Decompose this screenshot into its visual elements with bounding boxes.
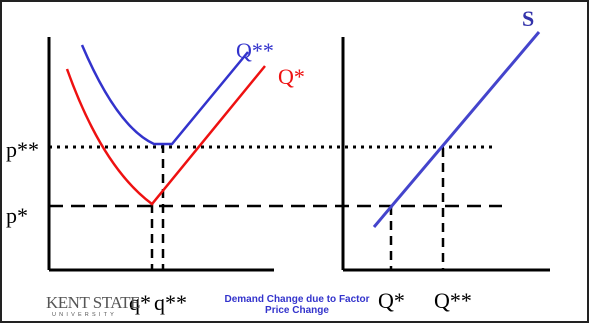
right-q-high-label: Q** [434,288,472,313]
p-high-label: p** [6,137,39,162]
right-panel: S Q* Q** [341,6,550,313]
supply-label: S [522,6,534,31]
supply-line [372,31,541,228]
p-low-label: p* [6,203,28,228]
left-panel: p** p* Q** Q* q* q** [6,37,502,315]
upper-isoquant-curve [80,44,249,146]
q-high-label: q** [154,290,187,315]
caption-line-2: Price Change [265,305,329,316]
q-low-label: q* [129,290,151,315]
logo-sub-text: UNIVERSITY [52,312,117,318]
logo-main-text: KENT STATE [46,293,140,312]
lower-curve-label: Q* [278,64,305,89]
upper-curve-label: Q** [236,38,274,63]
right-q-low-label: Q* [378,288,405,313]
lower-isoquant-curve [65,65,266,206]
kent-state-logo: KENT STATE UNIVERSITY [46,293,141,318]
caption-line-1: Demand Change due to Factor [224,294,369,305]
footer-caption: Demand Change due to Factor Price Change [224,294,369,316]
